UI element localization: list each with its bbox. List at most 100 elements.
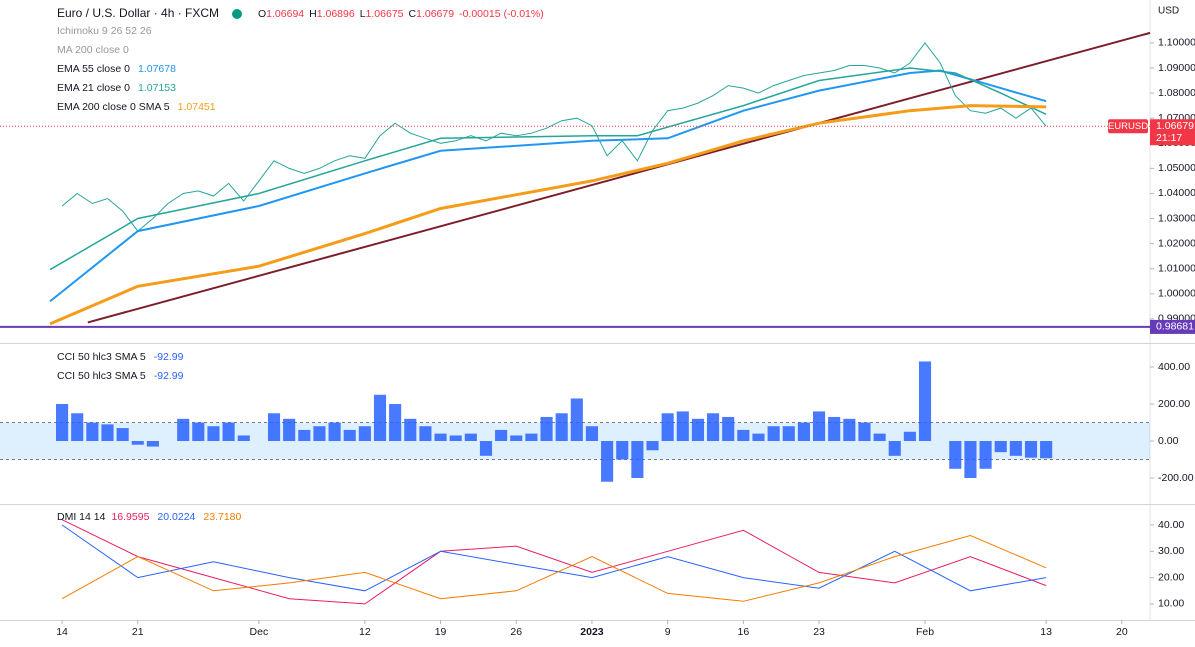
y-tick-label: 1.03000 [1158, 212, 1195, 224]
cci-bar [222, 422, 235, 442]
cci-bar [555, 413, 568, 442]
legend-name: EMA 21 close 0 [57, 82, 130, 94]
cci-bar [1024, 441, 1038, 458]
cci-bar [101, 424, 114, 442]
cci-bar [570, 398, 583, 442]
cci-bar [949, 441, 962, 469]
legend-name: EMA 200 close 0 SMA 5 [57, 101, 170, 113]
cci-bar [918, 361, 932, 442]
y-tick-label: 1.10000 [1158, 37, 1195, 49]
y-tick-label: 1.09000 [1158, 62, 1195, 74]
legend-name: CCI 50 hlc3 SMA 5 [57, 351, 146, 363]
cci-bar [676, 411, 689, 442]
x-tick-label: 13 [1040, 626, 1052, 638]
cci-bar [358, 426, 371, 442]
cci-bar [873, 433, 886, 442]
cci-bar [646, 441, 659, 451]
cci-bar [828, 416, 841, 442]
ohlc-key: L [360, 8, 366, 20]
cci-bar [843, 418, 856, 442]
cci-bar [56, 404, 69, 442]
y-tick-label: 30.00 [1158, 545, 1184, 557]
cci-bar [994, 441, 1007, 453]
legend-name: CCI 50 hlc3 SMA 5 [57, 370, 146, 382]
countdown: 21:17 [1156, 132, 1182, 144]
legend-name: EMA 55 close 0 [57, 63, 130, 75]
y-tick-label: 200.00 [1158, 398, 1190, 410]
cci-bar [812, 411, 826, 442]
series-line [49, 67, 1047, 271]
cci-bar [298, 429, 311, 442]
cci-bar [464, 433, 477, 442]
x-tick-label: 21 [132, 626, 144, 638]
y-tick-label: 1.04000 [1158, 187, 1195, 199]
ohlc-key: H [309, 8, 317, 20]
cci-bar [404, 418, 417, 442]
y-tick-label: 1.08000 [1158, 87, 1195, 99]
cci-bar [1040, 441, 1053, 459]
last-price-label: 1.06679 [1156, 120, 1194, 132]
cci-bar [510, 435, 523, 442]
hidden-indicator[interactable]: MA 200 close 0 [57, 44, 129, 56]
cci-bar [479, 441, 493, 456]
cci-bar [449, 435, 462, 442]
series-line [61, 524, 1047, 592]
cci-bar [525, 433, 538, 442]
legend-value: 1.07678 [138, 63, 176, 75]
cci-bar [131, 441, 144, 445]
cci-bar [192, 422, 205, 442]
cci-bar [283, 418, 296, 442]
cci-bar [782, 426, 795, 442]
cci-bar [888, 441, 901, 456]
currency[interactable]: USD [1158, 6, 1179, 17]
x-tick-label: 26 [510, 626, 522, 638]
cci-bar [601, 441, 614, 482]
cci-bar [858, 422, 871, 442]
y-tick-label: 1.01000 [1158, 263, 1195, 275]
x-tick-label: 9 [665, 626, 671, 638]
y-tick-label: 1.05000 [1158, 162, 1195, 174]
change: -0.00015 (-0.01%) [459, 8, 544, 20]
cci-bar [146, 441, 159, 447]
ohlc-value: 1.06694 [266, 8, 304, 20]
y-tick-label: 1.02000 [1158, 237, 1195, 249]
market-status [232, 9, 242, 19]
cci-bar [177, 418, 190, 442]
hline-label: 0.98681 [1156, 321, 1194, 333]
cci-bar [434, 433, 447, 442]
symbol-title: Euro / U.S. Dollar · 4h · FXCM [57, 6, 219, 20]
cci-bar [116, 428, 129, 442]
ohlc-key: O [258, 8, 266, 20]
cci-bar [631, 441, 644, 479]
legend-value: 1.07451 [178, 101, 216, 113]
cci-bar [495, 429, 508, 442]
x-tick-label: 2023 [580, 626, 604, 638]
legend-value: 20.0224 [157, 511, 195, 523]
cci-bar [797, 422, 810, 442]
cci-bar [661, 413, 674, 442]
x-tick-label: 19 [435, 626, 447, 638]
y-tick-label: 10.00 [1158, 598, 1184, 610]
cci-bar [419, 426, 432, 442]
cci-bar [343, 429, 356, 442]
x-tick-label: 23 [813, 626, 825, 638]
symbol-box [1108, 119, 1148, 134]
legend-value: 23.7180 [203, 511, 241, 523]
cci-bar [767, 426, 780, 442]
cci-bar [903, 431, 916, 442]
series-line [49, 69, 1047, 303]
legend-value: -92.99 [154, 351, 184, 363]
cci-bar [389, 404, 402, 442]
legend-value: -92.99 [154, 370, 184, 382]
cci-bar [691, 418, 704, 442]
series-line [61, 42, 1047, 232]
hidden-indicator[interactable]: Ichimoku 9 26 52 26 [57, 25, 152, 37]
cci-bar [585, 426, 599, 442]
cci-bar [964, 441, 977, 479]
cci-bar [86, 422, 99, 442]
x-tick-label: Dec [250, 626, 269, 638]
ohlc-value: 1.06679 [416, 8, 454, 20]
x-tick-label: Feb [916, 626, 934, 638]
hline-label-box [1150, 319, 1195, 334]
